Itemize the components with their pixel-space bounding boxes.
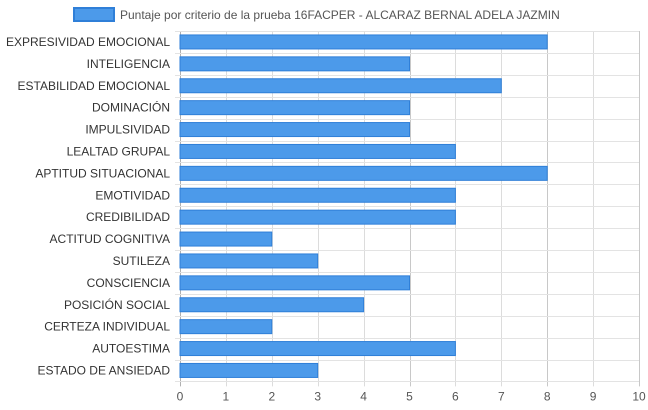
x-tick-label: 0	[177, 389, 184, 403]
bar-7[interactable]	[179, 187, 456, 203]
category-label: APTITUD SITUACIONAL	[35, 166, 170, 180]
category-label: EXPRESIVIDAD EMOCIONAL	[6, 35, 170, 49]
bar-1[interactable]	[179, 56, 410, 72]
bar-13[interactable]	[179, 319, 273, 335]
bar-8[interactable]	[179, 209, 456, 225]
category-label: SUTILEZA	[113, 254, 170, 268]
bar-6[interactable]	[179, 165, 548, 181]
bar-14[interactable]	[179, 341, 456, 357]
bars	[179, 34, 548, 378]
legend-swatch-icon	[73, 7, 115, 22]
bar-0[interactable]	[179, 34, 548, 50]
x-tick-label: 6	[452, 389, 459, 403]
category-label: IMPULSIVIDAD	[85, 123, 170, 137]
category-label: DOMINACIÓN	[92, 100, 170, 115]
legend[interactable]: Puntaje por criterio de la prueba 16FACP…	[73, 7, 560, 22]
x-tick-label: 10	[632, 389, 646, 403]
value-axis: 0 1 2 3 4 5 6 7 8 9 10	[177, 389, 646, 403]
bar-15[interactable]	[179, 362, 319, 378]
x-tick-label: 2	[268, 389, 275, 403]
x-tick-label: 3	[314, 389, 321, 403]
legend-label: Puntaje por criterio de la prueba 16FACP…	[120, 8, 560, 22]
x-tick-label: 1	[223, 389, 230, 403]
category-label: LEALTAD GRUPAL	[67, 144, 171, 158]
bar-10[interactable]	[179, 253, 319, 269]
category-label: CERTEZA INDIVIDUAL	[44, 320, 170, 334]
x-tick-label: 5	[406, 389, 413, 403]
category-label: POSICIÓN SOCIAL	[64, 297, 170, 312]
x-tick-label: 4	[360, 389, 367, 403]
bar-4[interactable]	[179, 122, 410, 138]
category-label: ESTADO DE ANSIEDAD	[38, 363, 171, 377]
bar-11[interactable]	[179, 275, 410, 291]
bar-3[interactable]	[179, 100, 410, 116]
category-label: ESTABILIDAD EMOCIONAL	[18, 79, 171, 93]
x-tick-label: 9	[590, 389, 597, 403]
x-tick-label: 7	[498, 389, 505, 403]
bar-2[interactable]	[179, 78, 502, 94]
category-label: ACTITUD COGNITIVA	[50, 232, 170, 246]
category-label: AUTOESTIMA	[92, 342, 170, 356]
bar-5[interactable]	[179, 143, 456, 159]
category-label: CREDIBILIDAD	[86, 210, 170, 224]
category-label: EMOTIVIDAD	[95, 188, 170, 202]
bar-12[interactable]	[179, 297, 365, 313]
x-tick-label: 8	[544, 389, 551, 403]
category-axis: EXPRESIVIDAD EMOCIONAL INTELIGENCIA ESTABI…	[6, 35, 170, 378]
bar-9[interactable]	[179, 231, 273, 247]
category-label: CONSCIENCIA	[87, 276, 170, 290]
category-label: INTELIGENCIA	[87, 57, 170, 71]
